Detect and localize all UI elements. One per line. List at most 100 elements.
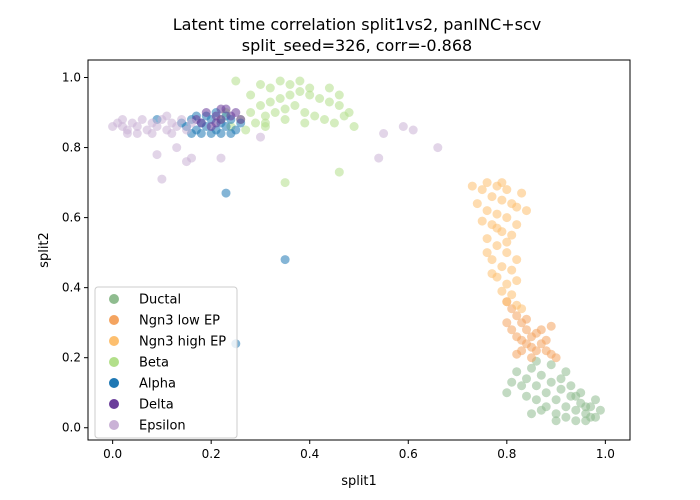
data-point (152, 150, 162, 160)
data-point (260, 118, 270, 128)
legend-box (94, 286, 238, 439)
data-point (285, 90, 295, 100)
data-point (122, 129, 132, 138)
data-point (196, 129, 206, 138)
data-point (497, 286, 507, 296)
data-point (221, 188, 231, 198)
data-point (551, 416, 561, 426)
data-point (270, 108, 280, 117)
data-point (482, 206, 492, 216)
data-point (305, 83, 315, 93)
data-point (561, 402, 571, 412)
legend-label: Ngn3 high EP (139, 335, 226, 350)
data-point (221, 122, 231, 131)
data-point (265, 97, 275, 107)
data-point (295, 87, 305, 96)
data-point (541, 335, 551, 345)
data-point (408, 125, 418, 135)
data-point (285, 80, 295, 89)
data-point (482, 178, 492, 188)
data-point (132, 122, 142, 131)
data-point (531, 381, 541, 391)
data-point (571, 416, 581, 426)
data-point (512, 311, 522, 321)
data-point (595, 405, 605, 415)
data-point (216, 129, 226, 138)
points-layer (108, 76, 605, 426)
data-point (482, 248, 492, 258)
data-point (226, 129, 236, 138)
x-tick-label: 0.6 (399, 447, 418, 461)
data-point (177, 115, 187, 124)
legend-marker (109, 336, 119, 346)
data-point (182, 125, 191, 135)
data-point (492, 241, 502, 251)
data-point (260, 111, 270, 121)
data-point (280, 178, 290, 188)
data-point (216, 153, 226, 163)
y-tick-label: 0.0 (62, 421, 81, 435)
plot-area (87, 59, 631, 441)
data-point (512, 276, 522, 286)
data-point (487, 269, 497, 279)
data-point (502, 318, 512, 328)
data-point (226, 111, 236, 121)
data-point (531, 346, 541, 356)
data-point (477, 185, 487, 195)
data-point (231, 76, 241, 86)
data-point (546, 360, 556, 370)
data-point (487, 255, 497, 265)
data-point (497, 178, 507, 188)
series-ngn3-high-ep (467, 178, 531, 314)
series-beta (216, 76, 359, 188)
data-point (118, 115, 127, 124)
data-point (295, 76, 305, 86)
data-point (536, 325, 546, 335)
data-point (517, 188, 527, 198)
data-point (172, 122, 182, 131)
data-point (137, 115, 147, 124)
x-tick-label: 0.2 (202, 447, 221, 461)
data-point (527, 363, 536, 373)
data-point (315, 94, 325, 103)
legend-label: Alpha (139, 377, 176, 392)
data-point (275, 94, 285, 103)
data-point (477, 216, 487, 226)
legend-label: Epsilon (139, 419, 186, 434)
data-point (344, 108, 354, 117)
data-point (492, 209, 502, 219)
data-point (290, 101, 300, 110)
data-point (507, 230, 517, 240)
data-point (246, 108, 256, 117)
data-point (187, 153, 196, 163)
data-point (472, 199, 482, 209)
data-point (527, 409, 536, 419)
data-point (502, 248, 512, 258)
y-tick-label: 0.2 (62, 351, 81, 365)
data-point (531, 395, 541, 405)
data-point (502, 213, 512, 223)
data-point (300, 118, 310, 128)
data-point (522, 374, 531, 384)
axes-frame (87, 59, 631, 441)
data-point (571, 405, 581, 415)
data-point (256, 132, 265, 142)
x-axis-ticks: 0.0 0.2 0.4 0.6 0.8 1.0 (103, 440, 615, 461)
data-point (201, 108, 211, 117)
data-point (280, 115, 290, 124)
data-point (536, 405, 546, 415)
data-point (374, 153, 384, 163)
data-point (162, 111, 172, 121)
data-point (507, 265, 517, 275)
data-point (334, 90, 344, 100)
x-tick-label: 1.0 (596, 447, 615, 461)
data-point (216, 104, 226, 114)
series-epsilon (108, 111, 443, 184)
data-point (556, 384, 566, 394)
series-ductal (502, 356, 605, 426)
data-point (556, 374, 566, 384)
data-point (487, 192, 497, 202)
data-point (398, 122, 408, 131)
data-point (502, 388, 512, 398)
